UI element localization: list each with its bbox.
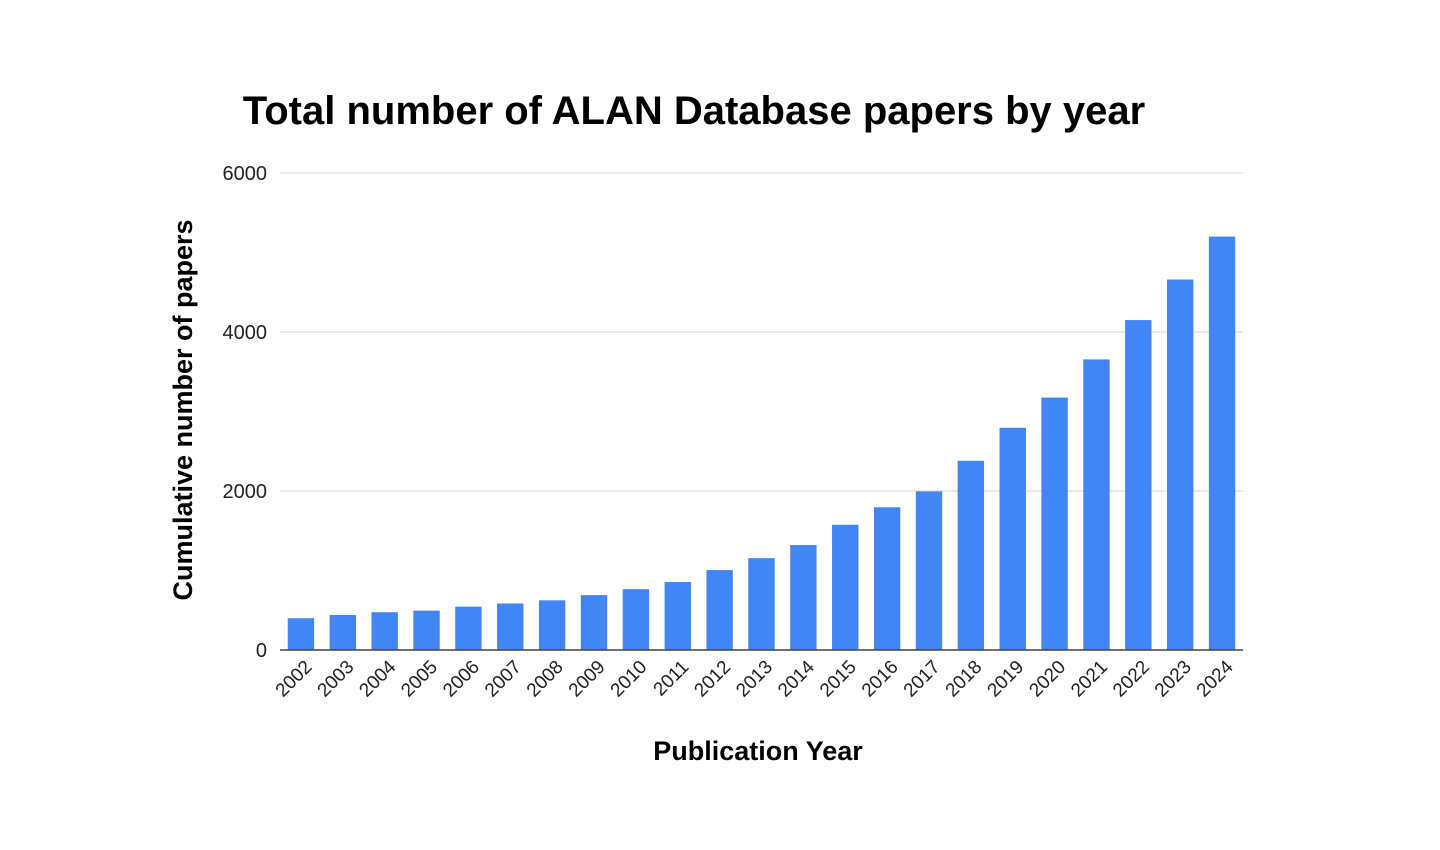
x-tick-label: 2024: [1193, 656, 1238, 701]
y-tick-label: 6000: [223, 163, 268, 185]
y-tick-label: 4000: [223, 322, 268, 344]
bar-2022: [1125, 320, 1152, 650]
bar-2012: [706, 570, 733, 650]
bar-2024: [1208, 236, 1236, 650]
gridlines: [280, 172, 1243, 492]
x-tick-label: 2013: [732, 657, 777, 702]
x-tick-label: 2008: [523, 657, 568, 702]
y-axis-title: Cumulative number of papers: [168, 219, 198, 600]
chart-title: Total number of ALAN Database papers by …: [243, 89, 1145, 133]
bar-2006: [455, 606, 482, 650]
bar-2019: [999, 427, 1026, 650]
y-tick-label: 0: [256, 640, 267, 662]
x-tick-label: 2006: [439, 657, 484, 702]
x-tick-label: 2022: [1109, 657, 1154, 702]
x-tick-label: 2019: [984, 657, 1029, 702]
y-tick-label: 2000: [223, 481, 268, 503]
bar-2007: [497, 603, 524, 650]
x-tick-label: 2018: [942, 657, 987, 702]
x-tick-label: 2021: [1067, 657, 1112, 702]
bar-2014: [790, 545, 817, 650]
bar-2003: [329, 615, 356, 650]
x-axis-ticks: 2002200320042005200620072008200920102011…: [272, 656, 1238, 701]
y-axis-ticks: 0 2000 4000 6000: [223, 163, 268, 662]
bar-2008: [538, 600, 566, 650]
x-tick-label: 2010: [607, 657, 652, 702]
x-tick-label: 2023: [1151, 657, 1196, 702]
x-tick-label: 2020: [1025, 657, 1070, 702]
bar-2018: [957, 460, 985, 650]
x-tick-label: 2002: [272, 657, 317, 702]
bar-2010: [622, 589, 650, 650]
bar-2020: [1041, 397, 1068, 650]
x-tick-label: 2011: [650, 657, 694, 701]
bar-2017: [915, 491, 943, 650]
x-tick-label: 2003: [314, 657, 359, 702]
x-axis-title: Publication Year: [653, 736, 863, 766]
x-tick-label: 2015: [816, 657, 861, 702]
bar-2013: [748, 558, 775, 650]
bar-2005: [413, 610, 440, 650]
x-tick-label: 2016: [858, 657, 903, 702]
bar-2002: [287, 618, 315, 650]
x-tick-label: 2014: [774, 656, 819, 701]
bar-2004: [371, 612, 398, 650]
bar-2011: [664, 582, 691, 650]
bars: [287, 236, 1236, 650]
bar-2021: [1083, 359, 1110, 650]
bar-2016: [873, 507, 901, 650]
bar-2023: [1167, 279, 1194, 650]
bar-2015: [832, 524, 859, 650]
x-tick-label: 2012: [690, 657, 735, 702]
x-tick-label: 2007: [481, 657, 526, 702]
bar-2009: [580, 595, 608, 650]
x-tick-label: 2017: [900, 657, 945, 702]
x-tick-label: 2005: [397, 657, 442, 702]
x-tick-label: 2009: [565, 657, 610, 702]
x-tick-label: 2004: [355, 656, 400, 701]
